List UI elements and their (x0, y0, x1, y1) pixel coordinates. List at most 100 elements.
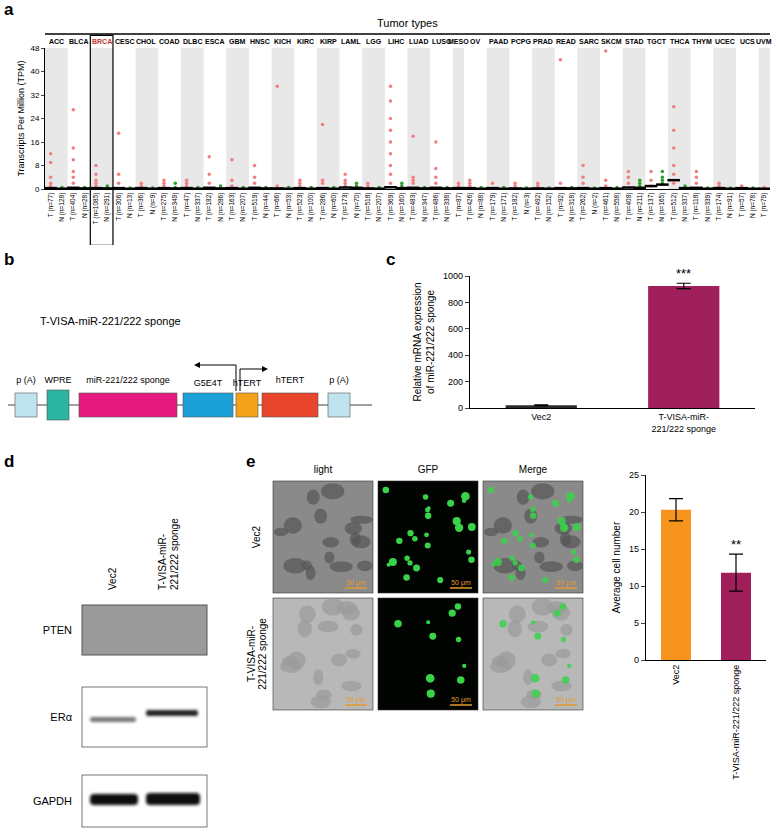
svg-text:**: ** (731, 537, 741, 552)
svg-text:G5E4T: G5E4T (194, 378, 223, 388)
svg-text:50 μm: 50 μm (451, 696, 471, 704)
svg-text:Transcripts Per Million (TPM): Transcripts Per Million (TPM) (16, 60, 26, 176)
svg-text:N (n=349): N (n=349) (171, 193, 179, 222)
svg-text:32: 32 (30, 91, 39, 100)
svg-text:N (n=347): N (n=347) (421, 193, 429, 222)
svg-text:N (n=165): N (n=165) (658, 193, 666, 222)
svg-text:T (n=492): T (n=492) (534, 193, 542, 221)
svg-text:T (n=118): T (n=118) (692, 193, 700, 221)
svg-text:UVM: UVM (756, 38, 772, 45)
svg-text:T (n=512): T (n=512) (670, 193, 678, 221)
svg-text:LUSC: LUSC (432, 38, 451, 45)
svg-text:T (n=182): T (n=182) (511, 193, 519, 221)
svg-text:ACC: ACC (49, 38, 64, 45)
svg-text:N (n=28): N (n=28) (81, 193, 89, 218)
svg-text:10: 10 (629, 581, 639, 591)
svg-text:N (n=13): N (n=13) (126, 193, 134, 218)
svg-text:CHOL: CHOL (136, 38, 157, 45)
svg-text:N (n=2): N (n=2) (591, 193, 599, 215)
svg-text:BLCA: BLCA (69, 38, 88, 45)
svg-text:LIHC: LIHC (388, 38, 404, 45)
svg-text:N (n=558): N (n=558) (613, 193, 621, 222)
svg-text:N (n=152): N (n=152) (545, 193, 553, 222)
svg-text:THYM: THYM (692, 38, 712, 45)
svg-text:GAPDH: GAPDH (33, 795, 72, 807)
svg-text:T (n=369): T (n=369) (387, 193, 395, 221)
svg-text:T-VISA-miR-221/222 sponge: T-VISA-miR-221/222 sponge (651, 412, 716, 434)
svg-text:T (n=174): T (n=174) (715, 193, 723, 221)
svg-text:8: 8 (35, 161, 40, 170)
svg-text:1000: 1000 (443, 271, 463, 281)
svg-text:Relative mRNA expressionof miR: Relative mRNA expressionof miR-221/222 s… (412, 283, 436, 402)
svg-text:miR-221/222 sponge: miR-221/222 sponge (86, 375, 170, 385)
svg-text:READ: READ (556, 38, 576, 45)
svg-text:p (A): p (A) (329, 375, 349, 385)
svg-text:T (n=275): T (n=275) (160, 193, 168, 221)
svg-text:24: 24 (30, 114, 39, 123)
svg-text:Vec2: Vec2 (531, 412, 551, 422)
svg-text:KIRC: KIRC (297, 38, 314, 45)
svg-text:N (n=338): N (n=338) (443, 193, 451, 222)
svg-text:PCPG: PCPG (511, 38, 531, 45)
svg-text:800: 800 (448, 298, 463, 308)
svg-text:T (n=137): T (n=137) (647, 193, 655, 221)
svg-text:N (n=207): N (n=207) (375, 193, 383, 222)
svg-text:N (n=339): N (n=339) (704, 193, 712, 222)
svg-text:KIRP: KIRP (320, 38, 337, 45)
svg-text:Vec2: Vec2 (671, 665, 681, 685)
svg-text:Merge: Merge (519, 464, 548, 475)
svg-text:***: *** (676, 266, 691, 281)
svg-text:N (n=337): N (n=337) (194, 193, 202, 222)
svg-text:Vec2: Vec2 (107, 567, 118, 590)
svg-text:T (n=486): T (n=486) (432, 193, 440, 221)
svg-text:T (n=306): T (n=306) (115, 193, 123, 221)
svg-text:UCS: UCS (740, 38, 755, 45)
svg-text:N (n=318): N (n=318) (568, 193, 576, 222)
svg-text:GBM: GBM (229, 38, 246, 45)
svg-text:400: 400 (448, 350, 463, 360)
svg-text:T (n=77): T (n=77) (47, 193, 55, 218)
svg-text:5: 5 (634, 618, 639, 628)
svg-text:50 μm: 50 μm (556, 696, 576, 704)
svg-text:N (n=207): N (n=207) (239, 193, 247, 222)
svg-text:T-VISA-miR-221/222 sponge: T-VISA-miR-221/222 sponge (731, 665, 741, 780)
svg-text:T (n=182): T (n=182) (205, 193, 213, 221)
svg-text:50 μm: 50 μm (346, 696, 366, 704)
svg-text:T (n=173): T (n=173) (341, 193, 349, 221)
svg-text:T (n=79): T (n=79) (760, 193, 768, 218)
svg-text:OV: OV (470, 38, 480, 45)
svg-text:ESCA: ESCA (205, 38, 224, 45)
svg-text:T (n=519): T (n=519) (251, 193, 259, 221)
svg-text:48: 48 (30, 44, 39, 53)
svg-text:T (n=408): T (n=408) (625, 193, 633, 221)
svg-text:600: 600 (448, 324, 463, 334)
svg-text:CESC: CESC (115, 38, 134, 45)
svg-text:40: 40 (30, 67, 39, 76)
svg-text:hTERT: hTERT (276, 375, 305, 385)
svg-text:BRCA: BRCA (92, 38, 112, 45)
svg-text:N (n=211): N (n=211) (636, 193, 644, 222)
svg-text:T-VISA-miR-221/222 sponge: T-VISA-miR-221/222 sponge (40, 315, 181, 327)
svg-text:Average cell number: Average cell number (611, 521, 622, 613)
svg-text:LAML: LAML (341, 38, 361, 45)
svg-text:50 μm: 50 μm (556, 579, 576, 587)
svg-text:PAAD: PAAD (489, 38, 508, 45)
svg-text:T (n=483): T (n=483) (409, 193, 417, 221)
svg-text:T-VISA-miR-: T-VISA-miR- (157, 534, 168, 590)
svg-text:N (n=78): N (n=78) (749, 193, 757, 218)
svg-text:200: 200 (448, 377, 463, 387)
svg-text:0: 0 (35, 185, 40, 194)
svg-text:N (n=128): N (n=128) (58, 193, 66, 222)
svg-text:N (n=337): N (n=337) (681, 193, 689, 222)
svg-text:N (n=291): N (n=291) (103, 193, 111, 222)
svg-text:T (n=66): T (n=66) (273, 193, 281, 218)
svg-text:WPRE: WPRE (45, 375, 72, 385)
svg-text:MESO: MESO (448, 38, 469, 45)
svg-text:0: 0 (634, 655, 639, 665)
svg-text:PRAD: PRAD (533, 38, 553, 45)
svg-text:25: 25 (629, 470, 639, 480)
svg-text:T (n=286): T (n=286) (319, 193, 327, 221)
svg-text:p (A): p (A) (16, 375, 36, 385)
svg-text:16: 16 (30, 138, 39, 147)
svg-text:N (n=3): N (n=3) (523, 193, 531, 215)
